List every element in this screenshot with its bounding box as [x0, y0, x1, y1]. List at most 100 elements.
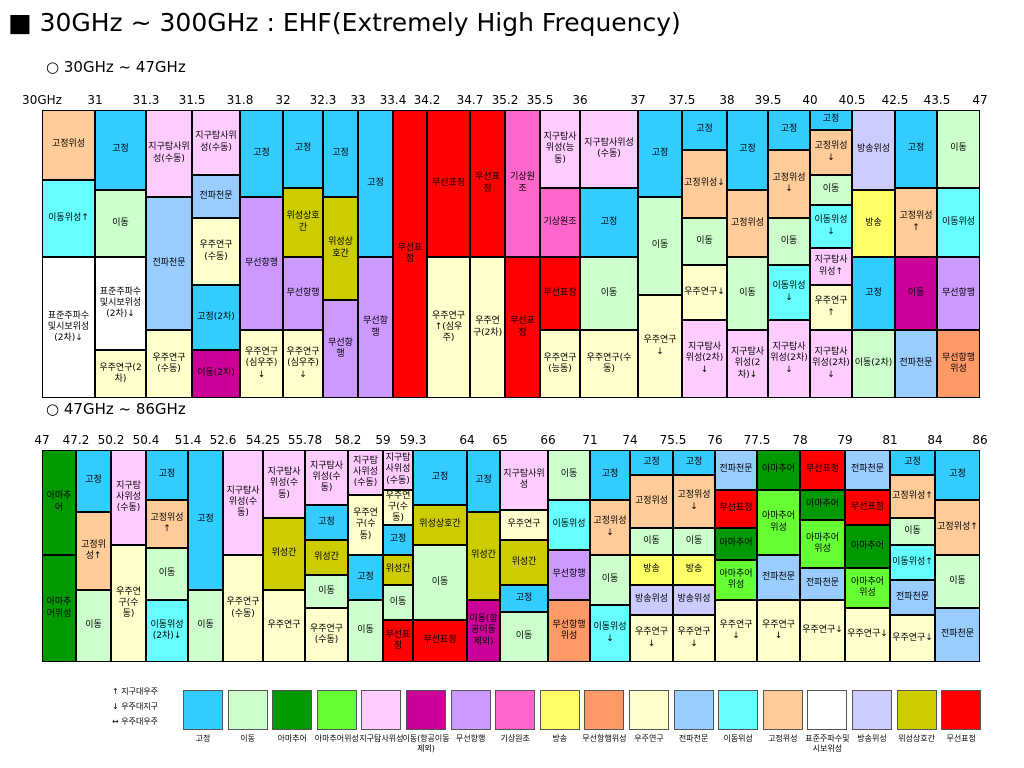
allocation-cell: 무선표정: [800, 450, 845, 490]
legend-swatch: [316, 690, 357, 730]
allocation-cell: 무선항행: [283, 257, 323, 330]
allocation-cell: 고정: [935, 450, 980, 500]
frequency-label: 74: [622, 433, 638, 447]
allocation-cell: 고정: [768, 110, 810, 150]
legend-label: 우주연구: [634, 734, 664, 743]
allocation-cell: 우주연구(2차): [95, 350, 146, 398]
allocation-cell: 우주연구(수동): [223, 555, 263, 662]
allocation-cell: 이동: [673, 528, 715, 555]
frequency-label: 75.5: [659, 433, 687, 447]
legend-swatch: [673, 690, 714, 730]
frequency-label: 38: [719, 93, 735, 107]
frequency-label: 79: [837, 433, 853, 447]
legend-swatch: [718, 690, 759, 730]
allocation-cell: 고정(2차): [192, 285, 240, 350]
allocation-cell: 이동위성↑: [890, 545, 935, 580]
allocation-cell: 전파천문: [845, 450, 890, 490]
frequency-label: 39.5: [754, 93, 782, 107]
legend-label: 지구탐사위성: [359, 734, 404, 743]
allocation-cell: 이동위성↓: [810, 205, 852, 248]
allocation-cell: 고정: [673, 450, 715, 475]
frequency-label: 51.4: [174, 433, 202, 447]
allocation-cell: 무선항행: [937, 257, 980, 330]
legend-label: 이동: [240, 734, 255, 743]
allocation-cell: 고정: [890, 450, 935, 475]
allocation-cell: 이동: [348, 600, 383, 662]
allocation-cell: 고정위성: [630, 475, 673, 528]
allocation-cell: 방송: [673, 555, 715, 585]
allocation-cell: 무선항행: [240, 197, 283, 330]
legend-swatch: [807, 690, 848, 730]
allocation-cell: 고정위성↑: [146, 500, 188, 548]
allocation-cell: 아마추어: [715, 528, 757, 560]
legend-label: 기상원조: [500, 734, 530, 743]
allocation-cell: 고정: [323, 110, 358, 197]
allocation-cell: 이동: [188, 590, 223, 662]
allocation-cell: 이동: [895, 257, 937, 330]
frequency-label: 65: [492, 433, 508, 447]
legend-label: 고정: [195, 734, 211, 743]
frequency-label: 77.5: [743, 433, 771, 447]
legend-swatch: [495, 690, 536, 730]
allocation-cell: 이동: [95, 190, 146, 257]
frequency-label: 64: [459, 433, 475, 447]
allocation-cell: 방송: [852, 190, 895, 257]
allocation-cell: 무선표정: [393, 110, 427, 398]
allocation-cell: 지구탐사위성(수동): [383, 450, 413, 490]
allocation-cell: 지구탐사위성(능동): [540, 110, 580, 188]
frequency-label: 86: [972, 433, 988, 447]
legend-label: 위성상호간: [898, 734, 935, 743]
legend-label: 이동(항공이동제외): [402, 734, 450, 753]
allocation-cell: 고정위성↓: [768, 150, 810, 218]
legend-label: 표준주파수및시보위성: [805, 734, 850, 753]
allocation-cell: 표준주파수및시보위성(2차)↓: [42, 257, 95, 398]
allocation-cell: 이동: [413, 545, 467, 620]
legend-swatch: [539, 690, 580, 730]
frequency-label: 34.7: [456, 93, 484, 107]
frequency-label: 35.2: [491, 93, 519, 107]
allocation-cell: 이동: [638, 197, 682, 295]
allocation-cell: 무선표정: [413, 620, 467, 662]
allocation-cell: 아마추어위성: [800, 520, 845, 568]
allocation-cell: 지구탐사위성(수동): [111, 450, 146, 545]
allocation-cell: 우주연구↓: [673, 615, 715, 662]
allocation-cell: 고정: [188, 450, 223, 590]
allocation-cell: 지구탐사위성(2차)↓: [682, 320, 727, 398]
allocation-cell: 이동: [682, 218, 727, 265]
frequency-label: 58.2: [334, 433, 362, 447]
allocation-cell: 우주연구: [263, 590, 305, 662]
allocation-cell: 우주연구↓: [890, 615, 935, 662]
allocation-cell: 고정위성↓: [590, 500, 630, 555]
allocation-cell: 우주연구(수동): [146, 330, 192, 398]
frequency-label: 31: [87, 93, 103, 107]
allocation-cell: 이동위성(2차)↓: [146, 600, 188, 662]
allocation-cell: 이동: [727, 257, 768, 330]
allocation-cell: 우주연구↓: [845, 608, 890, 662]
allocation-cell: 이동: [935, 555, 980, 608]
allocation-cell: 위성간: [263, 518, 305, 590]
allocation-cell: 이동: [937, 110, 980, 188]
allocation-cell: 지구탐사위성(수동): [223, 450, 263, 555]
allocation-cell: 무선표정: [540, 257, 580, 330]
allocation-cell: 아마추어: [757, 450, 800, 490]
legend-swatch: [272, 690, 313, 730]
frequency-label: 59: [375, 433, 391, 447]
legend-label: 고정위성: [768, 734, 798, 743]
allocation-cell: 위성상호간: [323, 197, 358, 300]
allocation-cell: 무선항행위성: [548, 600, 590, 662]
allocation-cell: 아마추어: [845, 525, 890, 568]
allocation-cell: 이동위성↓: [590, 605, 630, 662]
allocation-cell: 아마추어위성: [715, 560, 757, 600]
allocation-cell: 이동: [548, 450, 590, 500]
frequency-label: 40.5: [838, 93, 866, 107]
frequency-label: 36: [572, 93, 588, 107]
allocation-cell: 고정위성↓: [810, 130, 852, 175]
legend-swatch: [941, 690, 982, 730]
allocation-cell: 이동(2차): [192, 350, 240, 398]
frequency-label: 32: [275, 93, 291, 107]
frequency-label: 31.3: [132, 93, 160, 107]
allocation-cell: 위성간: [500, 540, 548, 585]
legend-swatch: [361, 690, 402, 730]
allocation-cell: 지구탐사위성(수동): [146, 110, 192, 197]
